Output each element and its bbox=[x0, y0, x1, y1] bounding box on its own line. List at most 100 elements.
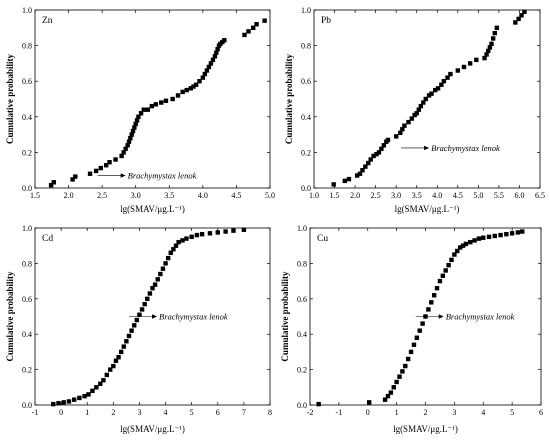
data-point bbox=[119, 153, 124, 159]
data-point bbox=[73, 174, 78, 179]
data-point bbox=[93, 168, 99, 174]
data-point bbox=[168, 250, 173, 255]
data-point bbox=[402, 123, 407, 128]
x-tick-label: 0 bbox=[366, 408, 370, 417]
data-point bbox=[426, 93, 432, 98]
data-point bbox=[111, 363, 116, 369]
data-point bbox=[155, 277, 160, 282]
chart-panel-zn: Brachymystax lenok Zn lg(SMAV/μg.L⁻¹) Cu… bbox=[5, 6, 275, 214]
data-point bbox=[316, 401, 321, 407]
x-tick-label: 6 bbox=[216, 408, 220, 417]
x-tick-label: 1.5 bbox=[330, 191, 340, 200]
data-point bbox=[482, 55, 487, 61]
data-point bbox=[254, 22, 259, 27]
data-point bbox=[61, 400, 66, 405]
data-point bbox=[455, 248, 460, 254]
data-point bbox=[398, 130, 403, 136]
data-point bbox=[129, 328, 134, 333]
y-tick-label: 0.2 bbox=[22, 366, 32, 375]
data-point bbox=[434, 285, 440, 291]
data-point bbox=[210, 57, 216, 63]
x-tick-label: 2.0 bbox=[350, 191, 360, 200]
data-point bbox=[449, 257, 454, 263]
data-point bbox=[414, 111, 419, 116]
data-point bbox=[331, 182, 336, 187]
panel-label: Zn bbox=[42, 16, 53, 26]
plot-frame bbox=[313, 9, 541, 189]
data-point bbox=[184, 236, 189, 241]
y-tick-label: 0.2 bbox=[22, 148, 32, 157]
data-point bbox=[215, 230, 220, 235]
data-point bbox=[134, 317, 140, 323]
data-point bbox=[126, 333, 132, 339]
data-point bbox=[173, 243, 179, 248]
data-point bbox=[498, 232, 503, 238]
data-point bbox=[153, 102, 159, 107]
data-point bbox=[132, 125, 137, 130]
data-point bbox=[400, 369, 405, 374]
data-point bbox=[513, 20, 518, 25]
data-point bbox=[363, 164, 368, 169]
data-point bbox=[145, 296, 150, 301]
data-point bbox=[147, 291, 153, 296]
data-point bbox=[113, 358, 119, 363]
x-axis-label: lg(SMAV/μg.L⁻¹) bbox=[120, 204, 185, 214]
y-tick-label: 1.0 bbox=[297, 224, 307, 233]
data-point bbox=[139, 307, 145, 312]
data-point bbox=[165, 255, 171, 261]
data-point bbox=[440, 273, 446, 278]
data-point bbox=[171, 247, 176, 252]
data-point bbox=[133, 121, 138, 127]
data-point bbox=[457, 245, 463, 250]
data-point bbox=[130, 128, 136, 134]
y-tick-label: 0.6 bbox=[301, 77, 311, 86]
y-axis-label: Cumulative probability bbox=[5, 271, 15, 362]
chart-panel-cu: Brachymystax lenok Cu lg(SMAV/μg.L⁻¹) Cu… bbox=[280, 224, 543, 434]
x-tick-label: 2 bbox=[424, 408, 428, 417]
plot-frame bbox=[34, 227, 271, 406]
data-point bbox=[441, 79, 447, 84]
data-point bbox=[420, 321, 425, 326]
x-tick-label: 4.5 bbox=[231, 191, 241, 200]
data-point bbox=[463, 241, 469, 247]
data-point bbox=[163, 261, 168, 266]
x-tick-label: 3.0 bbox=[131, 191, 141, 200]
data-point bbox=[207, 231, 213, 236]
data-point bbox=[188, 86, 193, 91]
data-point bbox=[191, 84, 196, 89]
data-point bbox=[152, 282, 158, 287]
data-point bbox=[490, 36, 496, 41]
data-point bbox=[435, 86, 441, 91]
annotation-arrowhead bbox=[424, 145, 430, 151]
data-point bbox=[246, 29, 251, 34]
chart-panel-pb: Brachymystax lenok Pb lg(SMAV/μg.L⁻¹) Cu… bbox=[284, 6, 545, 214]
data-point bbox=[461, 64, 467, 70]
x-tick-label: 0 bbox=[59, 408, 63, 417]
data-point bbox=[397, 374, 402, 379]
data-point bbox=[136, 114, 141, 119]
data-point bbox=[417, 328, 422, 333]
data-point bbox=[474, 57, 479, 63]
data-point bbox=[476, 236, 482, 241]
data-point bbox=[212, 54, 218, 59]
x-tick-label: 5 bbox=[190, 408, 194, 417]
x-tick-label: 3.0 bbox=[391, 191, 401, 200]
data-point bbox=[357, 171, 363, 176]
data-point bbox=[388, 390, 394, 395]
data-point bbox=[346, 176, 352, 182]
data-point bbox=[406, 119, 411, 125]
data-point bbox=[393, 134, 399, 139]
x-tick-label: 5.0 bbox=[265, 191, 275, 200]
x-tick-label: 5.0 bbox=[473, 191, 483, 200]
x-tick-label: 8 bbox=[268, 408, 272, 417]
y-tick-label: 0.4 bbox=[297, 330, 307, 339]
x-axis-label: lg(SMAV/μg.L⁻¹) bbox=[120, 424, 185, 434]
data-point bbox=[124, 339, 129, 344]
x-tick-label: 2.5 bbox=[371, 191, 381, 200]
data-point bbox=[452, 252, 457, 257]
x-axis-label: lg(SMAV/μg.L⁻¹) bbox=[395, 204, 460, 214]
data-point bbox=[108, 367, 113, 372]
data-point bbox=[121, 150, 126, 155]
y-tick-label: 0.6 bbox=[22, 77, 32, 86]
data-point bbox=[222, 38, 227, 43]
